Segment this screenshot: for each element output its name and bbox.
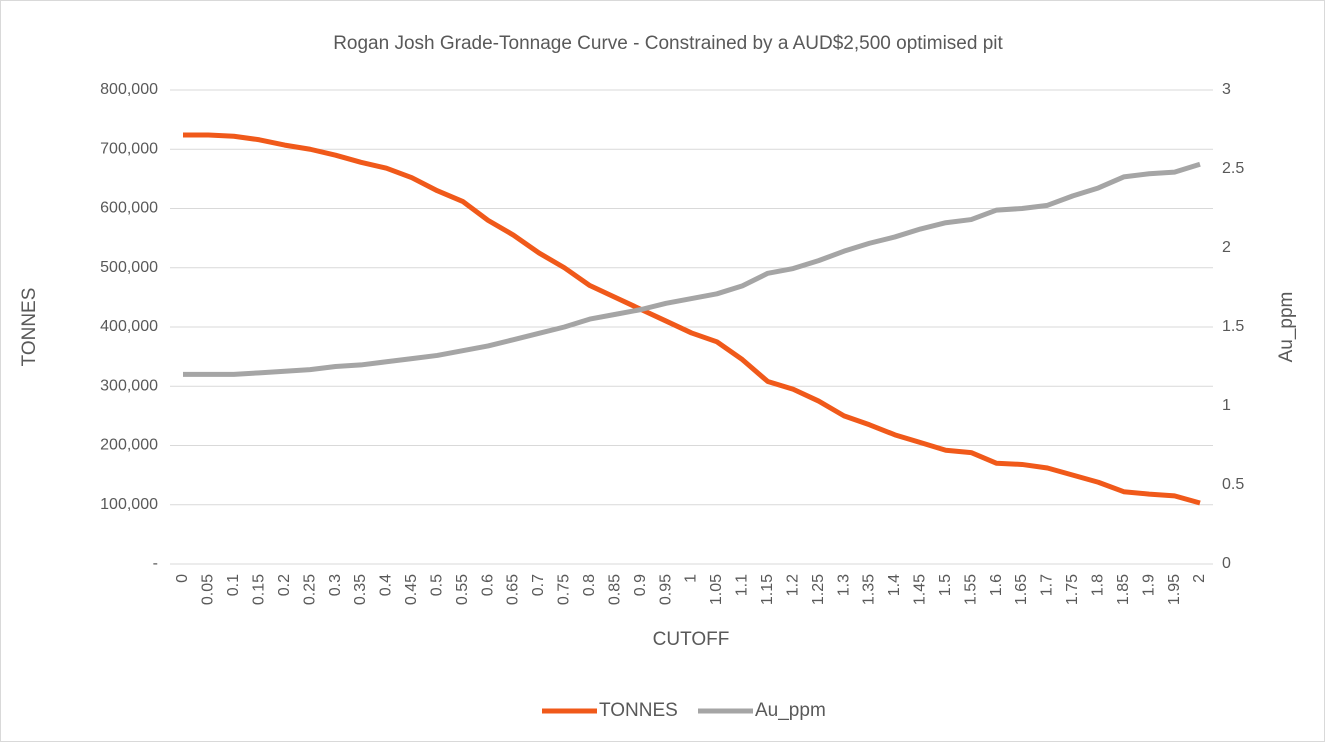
legend-label: Au_ppm — [755, 700, 826, 721]
series-line — [183, 132, 1201, 506]
x-tick-label: 1.3 — [835, 574, 852, 596]
y-tick-label: 800,000 — [100, 81, 158, 98]
x-tick-label: 0.2 — [276, 574, 293, 596]
x-tick-label: 1.25 — [810, 574, 827, 605]
x-tick-label: 0.7 — [530, 574, 547, 596]
x-tick-label: 1.2 — [784, 574, 801, 596]
x-tick-label: 1 — [683, 574, 700, 583]
y-tick-label: 500,000 — [100, 259, 158, 276]
x-tick-label: 0.3 — [327, 574, 344, 596]
series-line — [183, 161, 1201, 377]
y2-axis-title: Au_ppm — [1276, 292, 1297, 363]
legend-label: TONNES — [599, 700, 678, 721]
x-tick-label: 0.1 — [225, 574, 242, 596]
y-tick-label: - — [153, 555, 158, 572]
x-tick-label: 1.65 — [1013, 574, 1030, 605]
x-tick-label: 1.75 — [1064, 574, 1081, 605]
x-tick-label: 1.05 — [708, 574, 725, 605]
chart-title: Rogan Josh Grade-Tonnage Curve - Constra… — [333, 33, 1003, 54]
y2-tick-label: 2 — [1222, 239, 1231, 256]
x-tick-label: 1.1 — [734, 574, 751, 596]
x-tick-label: 1.7 — [1039, 574, 1056, 596]
x-tick-label: 0.9 — [632, 574, 649, 596]
y2-tick-label: 3 — [1222, 81, 1231, 98]
y-axis-title: TONNES — [19, 288, 40, 367]
x-tick-label: 1.4 — [886, 574, 903, 596]
y-tick-label: 600,000 — [100, 200, 158, 217]
x-tick-label: 1.5 — [937, 574, 954, 596]
x-tick-label: 0.95 — [657, 574, 674, 605]
x-tick-label: 0.5 — [428, 574, 445, 596]
y-tick-label: 100,000 — [100, 496, 158, 513]
x-tick-label: 1.95 — [1166, 574, 1183, 605]
y-tick-label: 400,000 — [100, 318, 158, 335]
x-tick-label: 1.55 — [962, 574, 979, 605]
y-tick-label: 300,000 — [100, 377, 158, 394]
x-tick-label: 0.05 — [200, 574, 217, 605]
x-axis-title: CUTOFF — [653, 629, 730, 650]
x-tick-label: 1.15 — [759, 574, 776, 605]
y2-tick-label: 0.5 — [1222, 476, 1244, 493]
x-tick-label: 0.15 — [250, 574, 267, 605]
x-tick-label: 1.35 — [861, 574, 878, 605]
x-tick-label: 0.35 — [352, 574, 369, 605]
x-tick-label: 0.55 — [454, 574, 471, 605]
y2-tick-label: 0 — [1222, 555, 1231, 572]
x-tick-label: 1.8 — [1090, 574, 1107, 596]
y2-tick-label: 1.5 — [1222, 318, 1244, 335]
x-tick-label: 0.25 — [301, 574, 318, 605]
y-tick-label: 200,000 — [100, 437, 158, 454]
y2-tick-label: 2.5 — [1222, 160, 1244, 177]
y-tick-label: 700,000 — [100, 140, 158, 157]
x-tick-label: 0.45 — [403, 574, 420, 605]
x-tick-label: 0.4 — [378, 574, 395, 596]
y2-tick-label: 1 — [1222, 397, 1231, 414]
x-tick-label: 1.45 — [912, 574, 929, 605]
x-tick-label: 0.8 — [581, 574, 598, 596]
x-tick-label: 0.85 — [606, 574, 623, 605]
x-tick-label: 0.6 — [479, 574, 496, 596]
x-tick-label: 0.65 — [505, 574, 522, 605]
x-tick-label: 1.85 — [1115, 574, 1132, 605]
x-tick-label: 2 — [1191, 574, 1208, 583]
x-tick-label: 1.6 — [988, 574, 1005, 596]
x-tick-label: 0 — [174, 574, 191, 583]
x-tick-label: 1.9 — [1140, 574, 1157, 596]
x-tick-label: 0.75 — [556, 574, 573, 605]
